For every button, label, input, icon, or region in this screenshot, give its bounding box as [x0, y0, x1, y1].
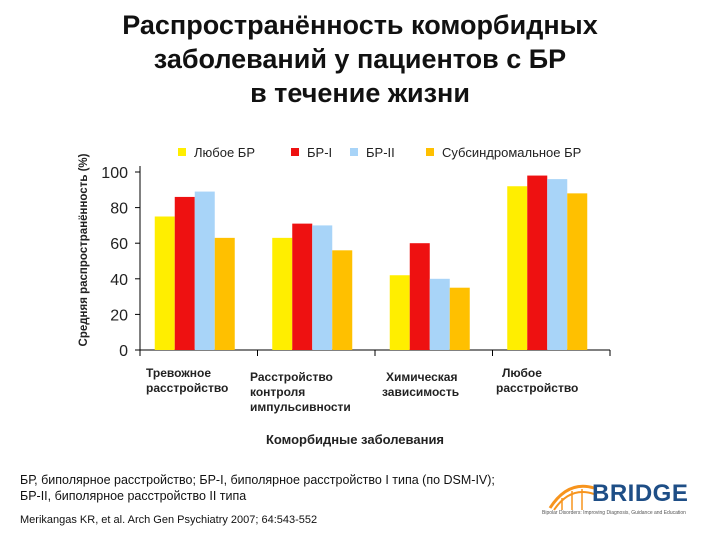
bar-cat0-series0: [154, 216, 175, 350]
legend-swatch-0: [178, 148, 186, 156]
bar-chart: 0 20 40 60 80 100 Любое БР БР-I БР-II Субсиндрома…: [101, 145, 611, 360]
bar-cat1-series0: [272, 237, 293, 350]
logo-wordmark: BRIDGE: [592, 480, 689, 507]
legend-swatch-1: [291, 148, 299, 156]
legend-swatch-3: [426, 148, 434, 156]
bridge-logo: BRIDGE Bipolar Disorders: Improving Diag…: [542, 476, 708, 532]
y-tick-label-100: 100: [101, 165, 128, 182]
title-line-3: в течение жизни: [250, 78, 470, 108]
footnote: БР, биполярное расстройство; БР-I, бипол…: [20, 472, 495, 504]
bar-cat0-series2: [194, 191, 215, 350]
y-tick-label-40: 40: [110, 272, 128, 289]
title-line-2: заболеваний у пациентов с БР: [153, 44, 567, 74]
bar-cat1-series1: [292, 223, 313, 350]
bar-cat2-series2: [429, 278, 450, 350]
legend-label-0: Любое БР: [194, 145, 255, 160]
bar-cat2-series1: [409, 243, 430, 350]
bar-cat0-series3: [214, 237, 235, 350]
x-axis-label: Коморбидные заболевания: [265, 432, 445, 447]
bar-cat1-series2: [312, 225, 333, 350]
legend-label-2: БР-II: [366, 145, 395, 160]
reference-citation: Merikangas KR, et al. Arch Gen Psychiatr…: [20, 514, 318, 526]
bar-cat2-series3: [449, 287, 470, 350]
logo-tagline: Bipolar Disorders: Improving Diagnosis, …: [542, 510, 686, 516]
category-label-any-disorder: Любое расстройство: [496, 366, 579, 395]
category-label-anxiety: Тревожное расстройство: [146, 366, 229, 395]
legend-label-3: Субсиндромальное БР: [442, 145, 581, 160]
bar-cat0-series1: [174, 196, 195, 350]
title-line-1: Распространённость коморбидных: [122, 10, 598, 40]
bar-cat3-series2: [547, 179, 568, 350]
bar-cat1-series3: [332, 250, 353, 350]
y-tick-label-20: 20: [110, 307, 128, 324]
bar-cat3-series0: [507, 186, 528, 350]
bar-cat2-series0: [389, 275, 410, 350]
footnote-line-2: БР-II, биполярное расстройство II типа: [20, 489, 247, 503]
category-label-impulse-control: Расстройство контроля импульсивности: [250, 370, 351, 414]
y-tick-label-60: 60: [110, 236, 128, 253]
category-label-substance: Химическая зависимость: [382, 370, 460, 399]
bar-cat3-series3: [567, 193, 588, 350]
bar-cat3-series1: [527, 175, 548, 350]
y-tick-label-0: 0: [119, 343, 128, 360]
y-tick-label-80: 80: [110, 201, 128, 218]
footnote-line-1: БР, биполярное расстройство; БР-I, бипол…: [20, 473, 495, 487]
legend-label-1: БР-I: [307, 145, 332, 160]
page-title: Распространённость коморбидных заболеван…: [60, 8, 660, 110]
bridge-arch-icon: [548, 484, 595, 511]
legend-swatch-2: [350, 148, 358, 156]
